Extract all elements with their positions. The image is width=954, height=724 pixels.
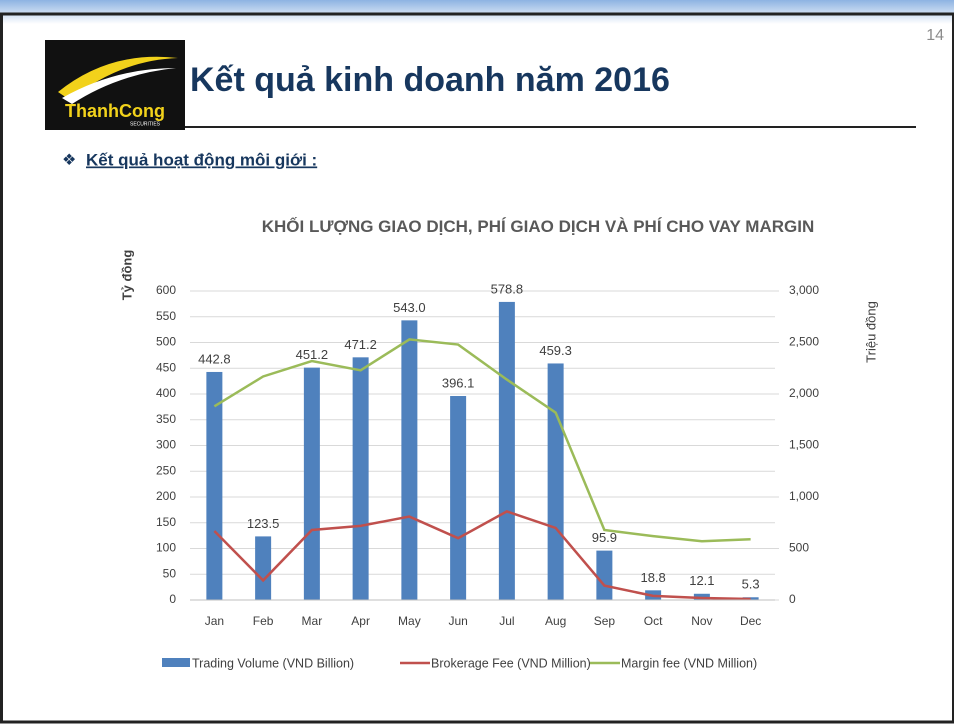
y-tick-label: 600: [156, 283, 176, 297]
chart-title: KHỐI LƯỢNG GIAO DỊCH, PHÍ GIAO DỊCH VÀ P…: [261, 217, 815, 236]
y-tick-label: 100: [156, 541, 176, 555]
x-tick-label: Feb: [253, 614, 274, 628]
y2-tick-label: 0: [789, 592, 796, 606]
bar: [352, 357, 369, 600]
bullet-text: Kết quả hoạt động môi giới :: [86, 150, 317, 169]
data-label: 396.1: [442, 375, 475, 390]
data-label: 578.8: [491, 281, 524, 296]
logo-subtext: SECURITIES: [130, 121, 161, 127]
bar: [206, 371, 223, 600]
y-tick-label: 400: [156, 386, 176, 400]
data-label: 471.2: [344, 337, 377, 352]
bullet-marker: ❖: [62, 152, 76, 169]
y-tick-label: 500: [156, 335, 176, 349]
data-label: 123.5: [247, 516, 280, 531]
x-tick-label: Jul: [499, 614, 514, 628]
y-tick-label: 300: [156, 438, 176, 452]
x-tick-label: Sep: [594, 614, 616, 628]
data-label: 442.8: [198, 351, 231, 366]
y2-tick-label: 500: [789, 541, 809, 555]
y2-axis-label: Triệu đồng: [863, 301, 878, 363]
y2-tick-label: 3,000: [789, 283, 819, 297]
x-tick-label: Aug: [545, 614, 566, 628]
y-tick-label: 250: [156, 463, 176, 477]
bar: [450, 396, 467, 600]
y-tick-label: 50: [163, 566, 177, 580]
logo-swoosh: [62, 68, 176, 104]
bar: [255, 536, 272, 600]
line-series: [213, 510, 751, 601]
y-axis-label: Tỷ đồng: [119, 250, 134, 301]
y2-tick-label: 1,000: [789, 489, 819, 503]
data-label: 5.3: [742, 577, 760, 592]
x-tick-label: Jun: [448, 614, 467, 628]
logo-text: ThanhCong: [65, 101, 165, 121]
data-label: 459.3: [539, 343, 572, 358]
page-number: 14: [926, 27, 944, 44]
line-series: [213, 338, 751, 543]
data-label: 543.0: [393, 300, 426, 315]
bar: [303, 367, 320, 600]
y-tick-label: 200: [156, 489, 176, 503]
y2-tick-label: 2,000: [789, 386, 819, 400]
top-band: [0, 0, 954, 24]
y2-tick-label: 2,500: [789, 335, 819, 349]
y-tick-label: 550: [156, 309, 176, 323]
data-label: 451.2: [296, 347, 329, 362]
data-label: 18.8: [640, 570, 665, 585]
y-tick-label: 450: [156, 360, 176, 374]
y-tick-label: 150: [156, 515, 176, 529]
y-tick-label: 350: [156, 412, 176, 426]
x-tick-label: Jan: [205, 614, 224, 628]
slide-title: Kết quả kinh doanh năm 2016: [190, 61, 670, 99]
data-label: 95.9: [592, 530, 617, 545]
y-tick-label: 0: [169, 592, 176, 606]
data-label: 12.1: [689, 573, 714, 588]
x-tick-label: Nov: [691, 614, 712, 628]
y2-tick-label: 1,500: [789, 438, 819, 452]
x-tick-label: Oct: [644, 614, 663, 628]
bar: [547, 363, 564, 600]
x-tick-label: Apr: [351, 614, 370, 628]
x-tick-label: Dec: [740, 614, 761, 628]
x-tick-label: Mar: [302, 614, 323, 628]
legend-swatch: [162, 658, 190, 667]
legend-label: Trading Volume (VND Billion): [192, 656, 354, 670]
legend-label: Brokerage Fee (VND Million): [431, 656, 591, 670]
bar: [498, 301, 515, 600]
bar: [401, 320, 418, 600]
legend-label: Margin fee (VND Million): [621, 656, 757, 670]
bar: [596, 550, 613, 600]
x-tick-label: May: [398, 614, 421, 628]
